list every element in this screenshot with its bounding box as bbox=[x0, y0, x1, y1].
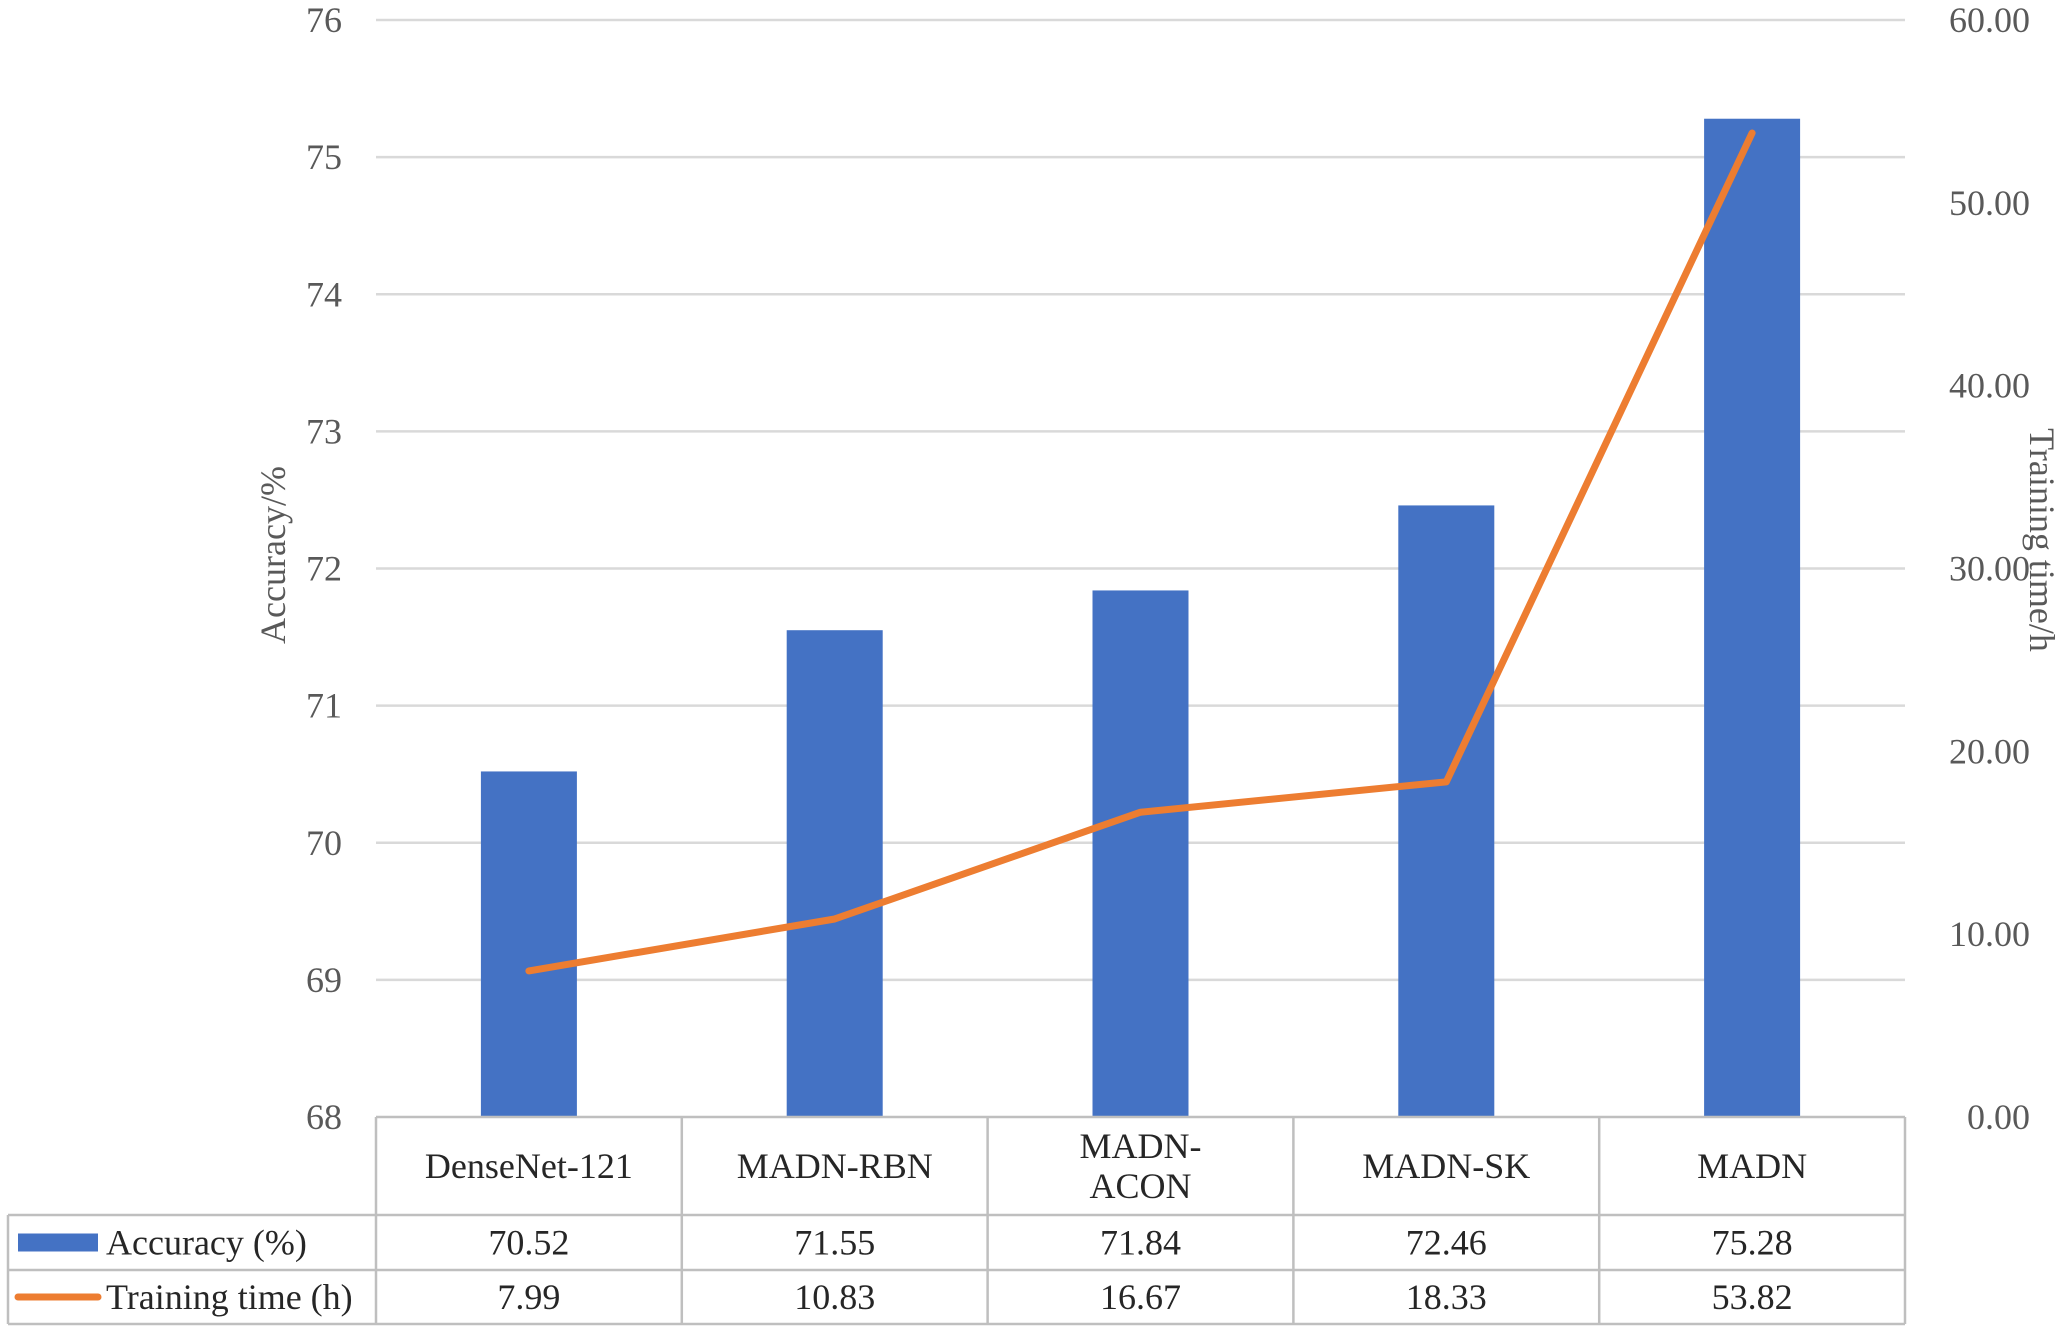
table-cell-value: 70.52 bbox=[488, 1223, 569, 1263]
bar-accuracy bbox=[1398, 505, 1495, 1117]
left-tick-label: 70 bbox=[306, 823, 342, 863]
table-cell-value: 53.82 bbox=[1712, 1277, 1793, 1317]
bar-accuracy bbox=[786, 630, 883, 1117]
right-axis-ticks: 0.00 10.00 20.00 30.00 40.00 50.00 60.00 bbox=[1949, 0, 2030, 1137]
left-tick-label: 74 bbox=[306, 274, 342, 314]
category-label: MADN-RBN bbox=[737, 1146, 933, 1186]
legend-label-training-time: Training time (h) bbox=[106, 1277, 353, 1317]
accuracy-bars bbox=[480, 118, 1801, 1118]
left-tick-label: 75 bbox=[306, 137, 342, 177]
left-tick-label: 76 bbox=[306, 0, 342, 40]
table-cell-value: 71.55 bbox=[794, 1223, 875, 1263]
left-tick-label: 72 bbox=[306, 549, 342, 589]
bar-accuracy bbox=[1092, 590, 1189, 1117]
training-time-line bbox=[525, 129, 1756, 975]
left-tick-label: 69 bbox=[306, 960, 342, 1000]
right-tick-label: 50.00 bbox=[1949, 183, 2030, 223]
table-cell-value: 72.46 bbox=[1406, 1223, 1487, 1263]
legend-key-accuracy bbox=[18, 1233, 98, 1252]
category-label: MADN-SK bbox=[1362, 1146, 1530, 1186]
right-axis-title: Training time/h bbox=[2022, 428, 2062, 652]
table-cell-value: 7.99 bbox=[497, 1277, 560, 1317]
left-axis-title: Accuracy/% bbox=[253, 466, 293, 644]
data-table: DenseNet-121 MADN-RBN MADN-ACON MADN-SK MADN… bbox=[6, 1115, 1907, 1326]
table-cell-value: 10.83 bbox=[794, 1277, 875, 1317]
table-cell-value: 71.84 bbox=[1100, 1223, 1181, 1263]
table-cell-value: 16.67 bbox=[1100, 1277, 1181, 1317]
category-label: DenseNet-121 bbox=[425, 1146, 633, 1186]
right-tick-label: 10.00 bbox=[1949, 914, 2030, 954]
training-time-point bbox=[527, 969, 530, 972]
left-tick-label: 68 bbox=[306, 1097, 342, 1137]
training-time-point bbox=[1445, 780, 1448, 783]
legend-label-accuracy: Accuracy (%) bbox=[106, 1223, 307, 1263]
training-time-point bbox=[1139, 811, 1142, 814]
right-tick-label: 60.00 bbox=[1949, 0, 2030, 40]
training-time-point bbox=[1751, 131, 1754, 134]
bar-accuracy bbox=[480, 771, 577, 1117]
category-label: MADN bbox=[1697, 1146, 1807, 1186]
bar-accuracy bbox=[1704, 118, 1801, 1118]
table-cell-value: 75.28 bbox=[1712, 1223, 1793, 1263]
training-time-point bbox=[833, 917, 836, 920]
left-tick-label: 73 bbox=[306, 411, 342, 451]
table-cell-value: 18.33 bbox=[1406, 1277, 1487, 1317]
left-tick-label: 71 bbox=[306, 686, 342, 726]
left-axis-ticks: 68 69 70 71 72 73 74 75 76 bbox=[306, 0, 342, 1137]
right-tick-label: 30.00 bbox=[1949, 549, 2030, 589]
right-tick-label: 0.00 bbox=[1967, 1097, 2030, 1137]
right-tick-label: 20.00 bbox=[1949, 731, 2030, 771]
category-label: MADN-ACON bbox=[1080, 1126, 1202, 1206]
right-tick-label: 40.00 bbox=[1949, 366, 2030, 406]
